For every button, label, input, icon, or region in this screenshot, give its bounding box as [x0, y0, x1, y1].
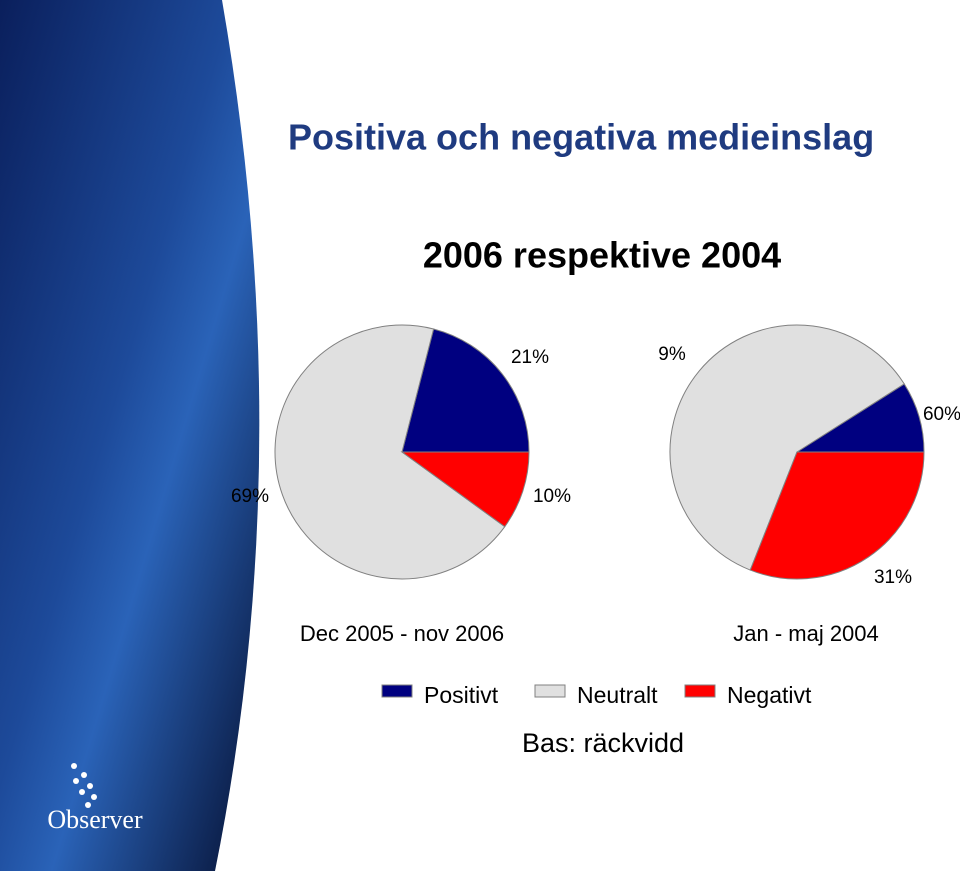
chart-title: Dec 2005 - nov 2006: [300, 621, 504, 646]
note: Bas: räckvidd: [522, 728, 684, 758]
legend-label: Positivt: [424, 682, 499, 708]
data-label: 10%: [533, 486, 571, 507]
logo: Observer: [47, 805, 143, 834]
data-label: 9%: [658, 344, 686, 365]
data-label: 21%: [511, 347, 549, 368]
data-label: 31%: [874, 567, 912, 588]
pie-slice: [400, 451, 530, 528]
legend-swatch: [381, 684, 413, 698]
legend-label: Neutralt: [577, 682, 658, 708]
legend-label: Negativt: [727, 682, 812, 708]
legend-swatch: [684, 684, 716, 698]
pie-slice: [669, 324, 905, 571]
data-label: 69%: [231, 486, 269, 507]
slide-title: Positiva och negativa medieinslag: [288, 117, 874, 158]
pie-slice: [749, 451, 925, 580]
chart-title: Jan - maj 2004: [733, 621, 879, 646]
pie-slice: [274, 324, 506, 580]
pie-slice: [401, 328, 530, 453]
slide-subtitle: 2006 respektive 2004: [423, 235, 781, 276]
legend-swatch: [534, 684, 566, 698]
logo-dots: [71, 763, 97, 808]
side-panel: [0, 0, 260, 871]
data-label: 60%: [923, 404, 960, 425]
